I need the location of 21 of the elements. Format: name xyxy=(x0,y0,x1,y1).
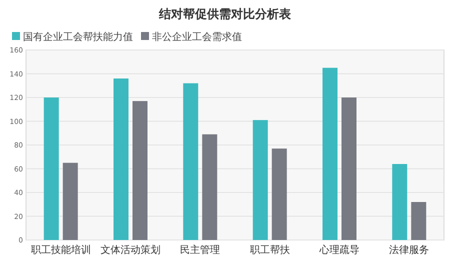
legend-label: 非公企业工会需求值 xyxy=(152,31,242,43)
bar xyxy=(411,202,426,240)
bar xyxy=(272,148,287,240)
x-tick-label: 职工技能培训 xyxy=(30,244,91,256)
bar xyxy=(342,98,356,240)
bar xyxy=(62,162,78,240)
bar xyxy=(114,78,128,240)
chart-title: 结对帮促供需对比分析表 xyxy=(158,7,292,21)
x-tick-label: 文体活动策划 xyxy=(100,244,160,256)
x-tick-label: 民主管理 xyxy=(180,244,220,256)
bar xyxy=(44,98,59,240)
x-tick-label: 法律服务 xyxy=(389,244,430,256)
bar xyxy=(202,134,218,240)
bar xyxy=(132,101,148,240)
x-tick-label: 心理疏导 xyxy=(318,244,360,256)
bar xyxy=(322,68,338,240)
legend-label: 国有企业工会帮扶能力值 xyxy=(23,31,133,43)
bar xyxy=(252,120,268,240)
bar xyxy=(183,83,198,240)
bar xyxy=(392,164,408,240)
x-tick-label: 职工帮扶 xyxy=(250,244,290,256)
